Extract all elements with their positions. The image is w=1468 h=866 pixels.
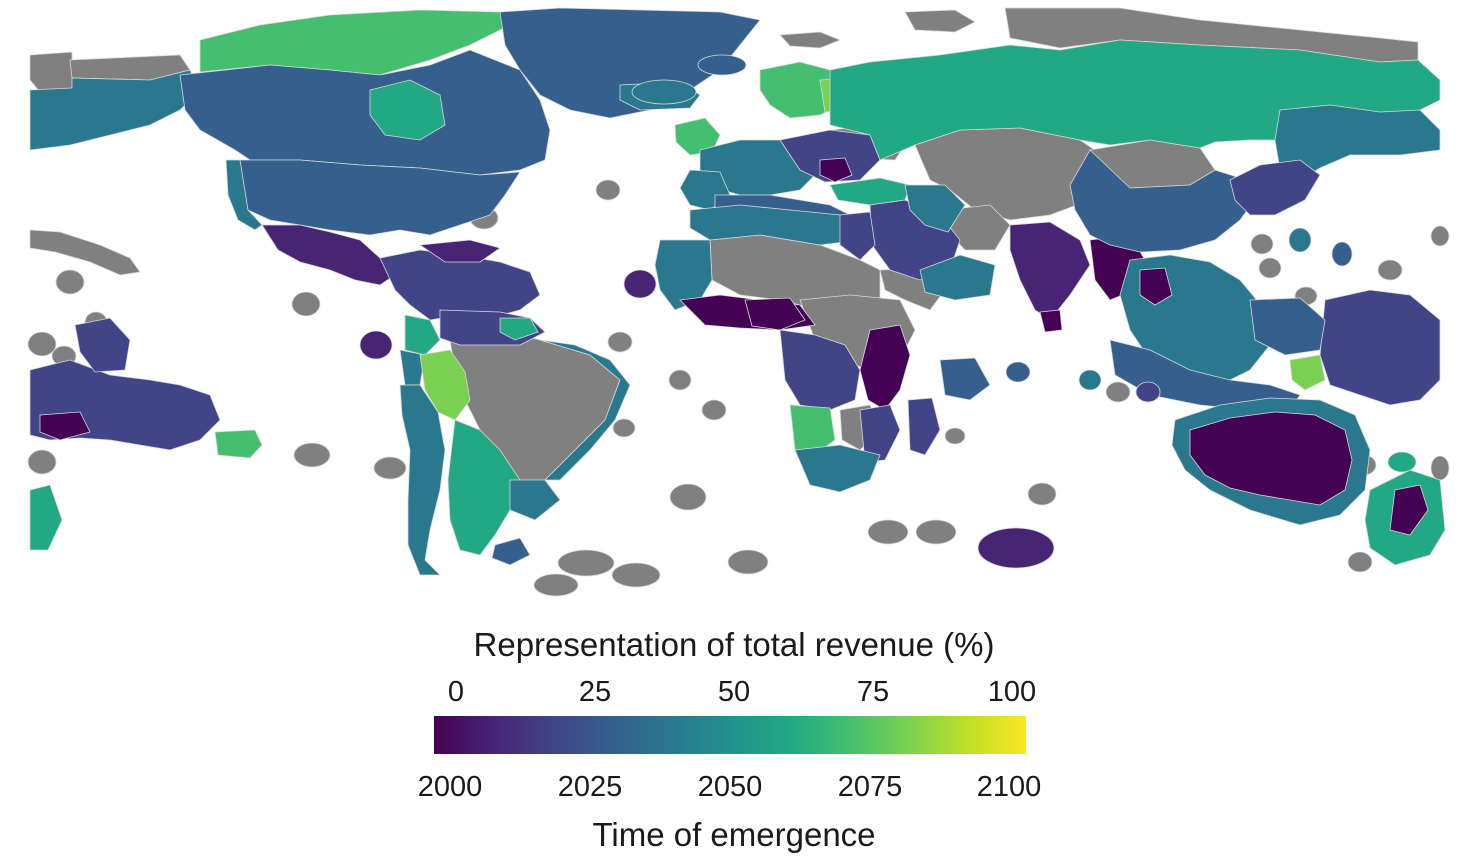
region-india [1009, 221, 1091, 321]
top-tick-50: 50 [717, 676, 751, 708]
region-madagascar [907, 397, 941, 456]
region-micronesia [1249, 297, 1326, 356]
region-korea-japan [1229, 159, 1321, 216]
island-gray-8 [373, 456, 407, 480]
island-gray-19 [727, 549, 769, 575]
region-arabian-sea [919, 254, 996, 301]
island-gray-30 [1430, 225, 1450, 247]
island-gray-17 [533, 573, 579, 597]
island-gray-31 [1430, 455, 1450, 481]
island-gray-18 [611, 562, 661, 588]
region-png [1289, 354, 1326, 391]
region-kerguelen [977, 527, 1055, 569]
region-atlantic-blue-island [697, 54, 747, 76]
region-pacific-gray-chain [29, 229, 141, 276]
region-micronesia-west [74, 317, 131, 373]
region-indochina-dark [1139, 267, 1173, 306]
region-indian-ocean-island-2 [1005, 361, 1031, 383]
island-gray-3 [27, 331, 57, 357]
island-gray-25 [1258, 257, 1282, 279]
region-south-pacific-teal [29, 484, 63, 551]
island-gray-21 [915, 519, 957, 545]
top-tick-25: 25 [578, 676, 612, 708]
region-falklands [491, 537, 531, 566]
world-map [27, 7, 1450, 597]
region-east-africa [859, 324, 911, 411]
region-brazil-coast [539, 339, 631, 481]
bottom-tick-2075: 2075 [837, 771, 903, 803]
island-gray-13 [701, 399, 727, 421]
region-west-indian-islands [939, 357, 991, 401]
island-gray-7 [293, 442, 331, 468]
region-atlantic-teal-island [631, 79, 697, 105]
region-australia [1189, 411, 1353, 506]
legend-bottom-title: Time of emergence [592, 816, 876, 853]
region-pacific-island-blue [1288, 227, 1312, 253]
region-iran [904, 184, 966, 233]
region-uruguay [509, 479, 561, 521]
bottom-tick-2100: 2100 [976, 771, 1042, 803]
island-gray-20 [867, 519, 909, 545]
region-chile-coast [399, 384, 446, 576]
island-gray-11 [607, 331, 633, 353]
region-atlantic-dark-island [623, 269, 657, 299]
region-pitcairn [214, 429, 263, 459]
top-tick-0: 0 [447, 676, 465, 708]
region-greenland-north [779, 31, 842, 49]
region-colombia [404, 314, 441, 356]
legend-top-title: Representation of total revenue (%) [473, 626, 995, 663]
region-pacific-dark-island [359, 330, 393, 360]
top-tick-75: 75 [856, 676, 890, 708]
region-sri-lanka [1039, 309, 1063, 333]
island-gray-29 [1347, 551, 1373, 573]
island-gray-27 [1377, 259, 1403, 281]
colorbar-gradient [434, 716, 1026, 754]
region-nz-island-east [1387, 451, 1417, 473]
region-china [1069, 149, 1256, 253]
island-gray-14 [612, 418, 636, 438]
island-gray-9 [595, 179, 621, 201]
island-gray-23 [1105, 381, 1131, 403]
region-south-africa [794, 444, 881, 493]
region-argentina [447, 419, 521, 556]
top-tick-100: 100 [987, 676, 1037, 708]
no-data-regions [27, 7, 1450, 597]
island-gray-22 [1027, 482, 1057, 506]
region-peru [419, 349, 471, 421]
island-gray-32 [944, 427, 966, 445]
region-balkans [819, 157, 853, 183]
region-eastern-europe [779, 129, 881, 183]
region-canada [179, 49, 551, 176]
region-us-west-coast [225, 159, 263, 231]
region-central-africa-coast [779, 329, 861, 411]
colorbar-legend: Representation of total revenue (%) 0 25… [0, 610, 1468, 866]
region-caribbean [418, 239, 501, 263]
island-gray-15 [669, 483, 707, 511]
region-nz [1389, 484, 1429, 536]
island-gray-16 [557, 549, 615, 577]
region-chagos [1078, 369, 1102, 391]
island-gray-1 [55, 269, 85, 295]
region-pacific-island-blue-2 [1331, 241, 1353, 267]
region-alaska-west [29, 51, 73, 93]
choropleth-map [27, 7, 1450, 597]
region-guyana [499, 317, 539, 341]
bottom-tick-2050: 2050 [697, 771, 763, 803]
region-polynesia-dark [39, 411, 91, 441]
island-gray-12 [668, 369, 692, 391]
region-svalbard [904, 9, 976, 33]
bottom-tick-2025: 2025 [557, 771, 623, 803]
island-gray-24 [1250, 233, 1274, 255]
region-hudson [369, 79, 446, 141]
region-mexico [261, 224, 396, 286]
region-pacific-melanesia [1319, 289, 1441, 406]
region-indian-ocean-island [1135, 381, 1161, 403]
region-usa [234, 159, 521, 236]
region-egypt [839, 211, 876, 261]
bottom-tick-2000: 2000 [417, 771, 483, 803]
colored-regions [29, 7, 1446, 576]
island-gray-6 [291, 291, 321, 317]
island-gray-5 [27, 449, 57, 475]
region-nigeria [744, 297, 806, 331]
